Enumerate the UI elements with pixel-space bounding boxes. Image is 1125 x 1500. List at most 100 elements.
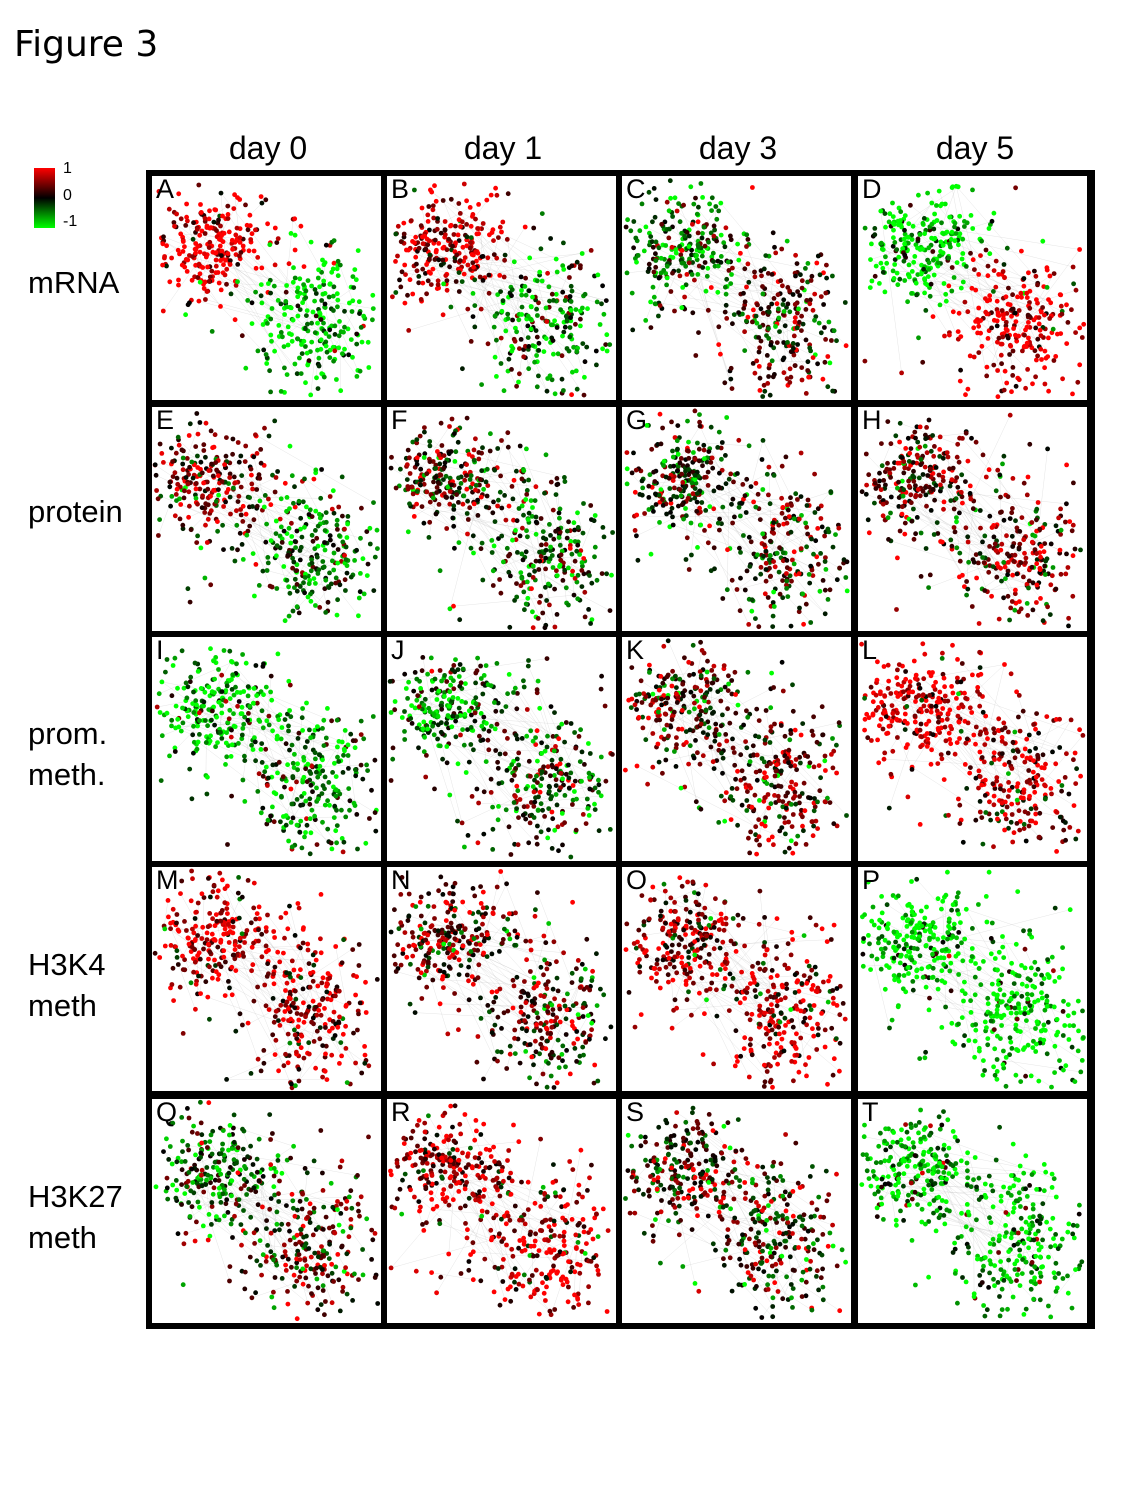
network-node — [785, 301, 791, 307]
network-node — [173, 492, 179, 497]
network-node — [569, 551, 575, 557]
network-node — [243, 660, 249, 666]
network-node — [735, 241, 740, 247]
network-node — [167, 484, 173, 490]
network-node — [633, 256, 638, 261]
network-node — [771, 520, 776, 525]
network-node — [202, 510, 208, 515]
network-node — [156, 533, 161, 538]
network-node — [496, 497, 501, 503]
network-node — [473, 487, 478, 493]
network-node — [178, 502, 184, 507]
network-node — [224, 730, 229, 736]
network-node — [227, 707, 233, 713]
network-node — [333, 774, 339, 779]
network-node — [519, 575, 525, 581]
network-node — [418, 223, 424, 229]
network-node — [457, 258, 463, 264]
network-node — [663, 243, 669, 248]
network-node — [321, 320, 326, 326]
network-node — [811, 551, 816, 557]
network-node — [546, 581, 551, 587]
network-node — [404, 247, 409, 253]
network-edge — [957, 228, 1004, 314]
network-edge — [698, 246, 806, 269]
network-node — [202, 575, 208, 581]
network-node — [954, 260, 960, 265]
network-node — [1027, 305, 1033, 311]
network-edge — [999, 474, 1002, 545]
network-node — [579, 568, 585, 573]
network-node — [922, 290, 927, 296]
network-node — [527, 255, 533, 261]
network-node — [239, 736, 245, 742]
network-node — [548, 236, 553, 241]
network-node — [1013, 518, 1018, 524]
network-node — [516, 379, 521, 385]
network-node — [475, 497, 480, 503]
network-node — [215, 528, 220, 534]
network-node — [286, 613, 292, 619]
network-edge — [431, 191, 586, 295]
network-node — [176, 442, 182, 448]
network-node — [220, 239, 226, 245]
network-node — [194, 746, 200, 752]
network-node — [216, 217, 221, 223]
network-node — [390, 294, 395, 300]
network-node — [775, 292, 781, 298]
network-node — [894, 607, 899, 612]
network-node — [240, 243, 246, 249]
network-node — [668, 500, 674, 506]
network-node — [229, 546, 235, 551]
network-node — [883, 254, 888, 260]
network-node — [549, 377, 555, 383]
network-node — [331, 284, 337, 290]
network-node — [260, 322, 266, 327]
network-node — [982, 533, 988, 539]
network-node — [729, 386, 735, 391]
network-node — [723, 481, 729, 487]
network-node — [502, 252, 508, 258]
network-node — [206, 279, 212, 284]
network-node — [1006, 285, 1011, 291]
network-edge — [449, 450, 491, 609]
network-node — [878, 260, 884, 266]
network-node — [684, 272, 690, 277]
network-node — [187, 464, 192, 470]
network-node — [464, 234, 470, 240]
network-edge — [493, 570, 522, 579]
network-node — [900, 493, 906, 499]
network-node — [676, 503, 681, 509]
network-node — [692, 277, 697, 283]
network-node — [311, 576, 317, 581]
network-node — [691, 450, 696, 455]
network-node — [683, 557, 689, 562]
network-node — [937, 434, 943, 440]
network-node — [633, 235, 639, 241]
network-node — [946, 255, 951, 261]
network-node — [154, 488, 159, 493]
network-node — [746, 443, 752, 449]
network-node — [548, 548, 553, 553]
network-node — [591, 518, 597, 524]
network-node — [905, 234, 910, 240]
column-header-day3: day 3 — [698, 130, 778, 166]
network-node — [945, 454, 951, 460]
network-node — [180, 455, 186, 461]
network-node — [1007, 617, 1012, 623]
network-node — [238, 453, 244, 459]
network-node — [773, 250, 779, 256]
network-edge — [226, 252, 285, 368]
network-node — [1030, 607, 1036, 613]
network-node — [1016, 377, 1022, 383]
network-node — [791, 333, 797, 339]
network-node — [925, 473, 931, 478]
network-node — [220, 213, 225, 219]
network-node — [890, 243, 896, 249]
network-edge — [688, 495, 749, 625]
network-node — [230, 672, 236, 678]
network-node — [244, 532, 250, 538]
network-node — [164, 263, 169, 269]
network-node — [948, 237, 954, 242]
network-node — [776, 306, 781, 312]
